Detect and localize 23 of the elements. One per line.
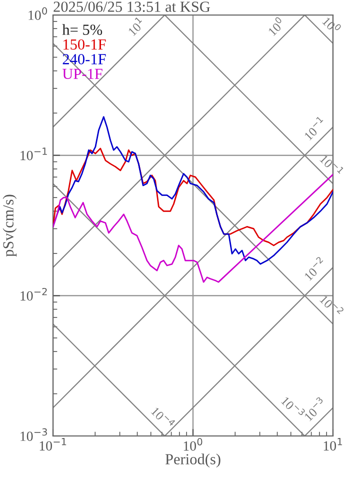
annotation: 10$^{−4}$ [150, 404, 176, 430]
legend-title: h= 5% [62, 24, 102, 35]
text: 240-1F [62, 54, 106, 64]
annotation: 10$^{−1}$ [320, 152, 344, 178]
x-tick-label: 10$^{1}$ [324, 438, 342, 451]
text: UP-1F [62, 68, 102, 80]
y-tick-label: 10$^{−1}$ [20, 148, 47, 160]
x-axis-title: Period(s) [165, 454, 220, 468]
chart-title: 2025/06/25 13:51 at KSG [54, 2, 210, 12]
annotation: 10$^{−2}$ [319, 292, 344, 318]
y-tick-label: 10$^{−2}$ [20, 288, 47, 301]
x-tick-label: 10$^{0}$ [184, 438, 202, 451]
annotation: 10$^{1}$ [126, 16, 146, 36]
annotation: 10$^{−2}$ [302, 256, 327, 282]
annotation: 10$^{0}$ [322, 14, 342, 34]
annotation: 10$^{0}$ [266, 16, 286, 36]
y-tick-label: 10$^{−3}$ [20, 428, 47, 441]
y-axis-title: pSv(cm/s) [2, 194, 17, 257]
x-tick-label: 10$^{−1}$ [40, 438, 66, 451]
y-tick-label: 10$^{0}$ [28, 7, 48, 20]
annotation: 10$^{−3}$ [280, 394, 306, 420]
text: 150-1F [64, 39, 106, 50]
annotation: 10$^{−1}$ [302, 116, 327, 141]
